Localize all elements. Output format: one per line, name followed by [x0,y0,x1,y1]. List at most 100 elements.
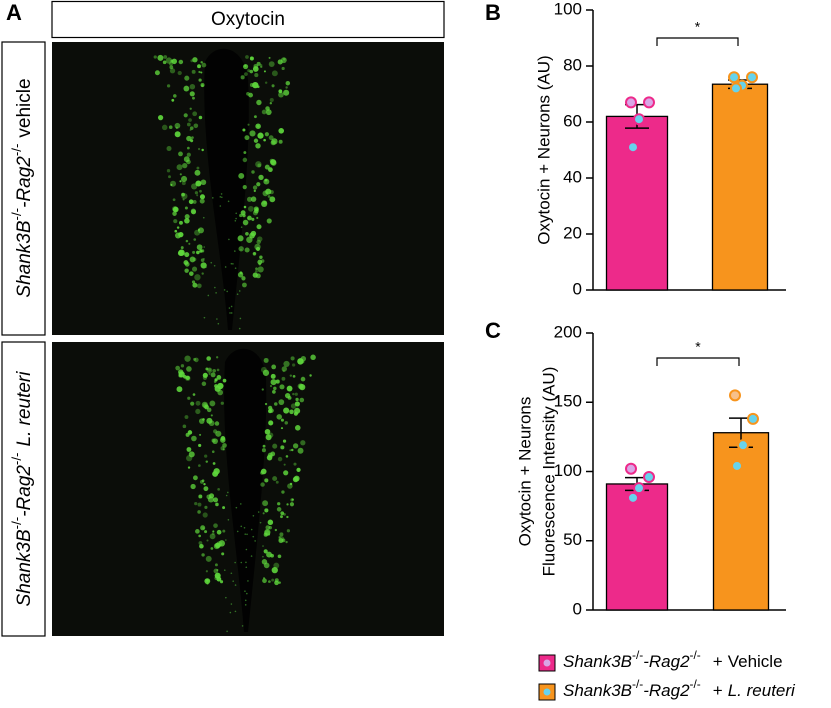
neuron-signal [285,540,288,544]
neuron-signal [289,482,293,486]
neuron-signal [253,206,259,212]
neuron-signal [294,392,298,396]
neuron-signal [246,91,250,96]
neuron-signal [165,57,173,64]
neuron-signal [240,210,246,216]
neuron-signal [294,425,301,431]
neuron-signal [237,235,244,242]
neuron-signal [161,124,168,131]
fiber-signal [245,561,247,564]
neuron-signal [286,529,290,533]
neuron-signal [197,502,202,507]
fiber-signal [230,603,233,605]
neuron-signal [213,468,220,475]
neuron-signal [252,272,258,278]
neuron-signal [192,266,198,272]
neuron-signal [209,400,216,407]
neuron-signal [283,89,290,96]
fiber-signal [227,200,230,203]
fiber-signal [250,555,253,557]
neuron-signal [294,407,301,414]
neuron-signal [174,131,181,138]
neuron-signal [200,71,203,74]
neuron-signal [262,578,267,584]
fiber-signal [217,322,220,325]
neuron-signal [269,102,273,105]
neuron-signal [220,437,226,443]
neuron-signal [166,169,171,173]
data-point [627,141,639,154]
neuron-signal [189,256,196,263]
legend-treatment: Vehicle [728,652,783,671]
fiber-signal [246,533,248,536]
neuron-signal [245,55,249,59]
neuron-signal [268,56,271,59]
neuron-signal [197,228,201,231]
neuron-signal [222,448,225,451]
neuron-signal [210,414,213,417]
data-point [643,96,655,109]
neuron-signal [276,507,282,512]
neuron-signal [256,61,261,66]
fiber-signal [228,307,231,309]
neuron-signal [204,530,208,534]
neuron-signal [184,252,190,258]
fiber-signal [201,264,203,266]
neuron-signal [289,409,294,415]
neuron-signal [211,532,215,536]
fiber-signal [245,548,248,551]
neuron-signal [257,266,264,273]
data-point [643,471,655,484]
neuron-signal [183,85,190,92]
fiber-signal [252,515,255,517]
neuron-signal [206,417,213,424]
neuron-signal [276,414,282,420]
neuron-signal [274,580,279,586]
neuron-signal [282,369,285,373]
neuron-signal [268,525,272,530]
neuron-signal [201,553,205,557]
data-point [730,82,742,95]
neuron-signal [222,443,227,448]
fiber-signal [254,540,256,542]
neuron-signal [300,376,306,382]
neuron-signal [295,397,299,402]
fiber-signal [226,630,228,633]
bar [605,483,669,611]
neuron-signal [200,525,206,531]
neuron-signal [205,460,209,463]
neuron-signal [192,282,198,288]
legend-text: Shank3B-/--Rag2-/- + L. reuteri [563,677,796,700]
data-point [747,412,759,425]
neuron-signal [166,84,171,88]
data-point [729,389,741,402]
neuron-signal [180,175,188,183]
neuron-signal [269,384,273,388]
superscript: -/- [690,648,701,662]
y-tick-label: 60 [563,111,582,130]
fiber-signal [232,580,234,583]
fiber-signal [235,217,237,220]
superscript: -/- [9,517,24,530]
neuron-signal [179,180,182,183]
neuron-signal [196,194,199,197]
neuron-signal [180,246,184,250]
data-point [728,71,740,84]
y-axis-label: Fluorescence Intensity (AU) [539,367,558,577]
neuron-signal [198,534,202,538]
y-tick-label: 40 [563,167,582,186]
legend-dot [543,688,551,696]
neuron-signal [179,173,182,176]
neuron-signal [256,239,261,245]
neuron-signal [190,59,194,63]
neuron-signal [280,445,285,450]
neuron-signal [186,122,191,127]
fiber-signal [236,530,239,533]
neuron-signal [181,181,186,186]
neuron-signal [263,549,268,554]
neuron-signal [154,70,160,76]
neuron-signal [268,135,274,141]
neuron-signal [196,166,200,170]
neuron-signal [200,61,203,64]
legend-text: Shank3B-/--Rag2-/- + Vehicle [563,648,783,671]
